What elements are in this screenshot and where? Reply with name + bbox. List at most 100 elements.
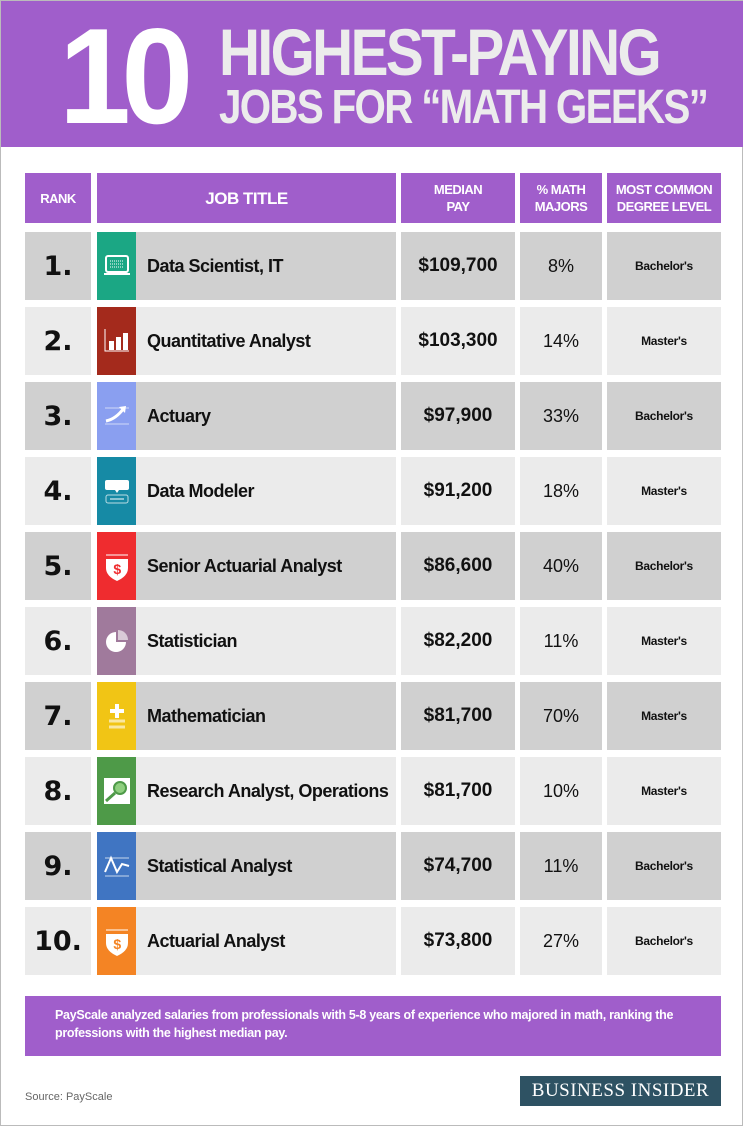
rank-cell: 4. (25, 457, 91, 525)
line-graph-icon (97, 832, 136, 900)
degree-level-cell: Bachelor's (607, 232, 721, 300)
job-title-cell: Statistical Analyst (97, 832, 396, 900)
title-number: 10 (59, 0, 193, 152)
median-pay-cell-text: $81,700 (423, 780, 493, 801)
rank-cell: 1. (25, 232, 91, 300)
job-title-cell: Research Analyst, Operations (97, 757, 396, 825)
rank-cell: 5. (25, 532, 91, 600)
job-title-cell: Mathematician (97, 682, 396, 750)
magnifier-icon (97, 757, 136, 825)
column-header-median-pay: MEDIAN PAY (401, 173, 515, 223)
median-pay-cell: $97,900 (401, 382, 515, 450)
rank-cell-text: 5. (43, 550, 73, 582)
rank-cell-text: 9. (43, 850, 73, 882)
job-title-cell: Senior Actuarial Analyst $ (97, 532, 396, 600)
bar-chart-icon (97, 307, 136, 375)
source-credit: Source: PayScale (25, 1091, 113, 1103)
median-pay-cell: $91,200 (401, 457, 515, 525)
degree-level-cell-text: Bachelor's (635, 259, 693, 273)
job-title-cell-text: Research Analyst, Operations (147, 780, 389, 801)
pct-math-majors-cell-text: 27% (542, 930, 580, 951)
degree-level-cell-text: Bachelor's (635, 859, 693, 873)
rank-cell: 6. (25, 607, 91, 675)
degree-level-cell: Master's (607, 682, 721, 750)
pct-math-majors-cell-text: 11% (543, 855, 579, 876)
rank-cell: 8. (25, 757, 91, 825)
pct-math-majors-cell: 10% (520, 757, 602, 825)
degree-level-cell: Bachelor's (607, 907, 721, 975)
degree-level-cell: Bachelor's (607, 382, 721, 450)
business-insider-logo: BUSINESS INSIDER (520, 1076, 721, 1106)
pct-math-majors-cell-text: 40% (542, 555, 580, 576)
rank-cell: 9. (25, 832, 91, 900)
trend-arrow-icon (97, 382, 136, 450)
degree-level-cell-text: Master's (641, 784, 687, 798)
pct-math-majors-cell: 33% (520, 382, 602, 450)
rank-cell: 2. (25, 307, 91, 375)
rank-cell: 3. (25, 382, 91, 450)
degree-level-cell: Master's (607, 757, 721, 825)
job-title-cell-text: Quantitative Analyst (147, 330, 311, 351)
degree-level-cell: Master's (607, 307, 721, 375)
median-pay-cell: $73,800 (401, 907, 515, 975)
pct-math-majors-cell: 40% (520, 532, 602, 600)
degree-level-cell-text: Master's (641, 334, 687, 348)
median-pay-cell: $103,300 (401, 307, 515, 375)
column-header-pct-math-majors: % MATH MAJORS (520, 173, 602, 223)
median-pay-cell: $74,700 (401, 832, 515, 900)
degree-level-cell: Master's (607, 457, 721, 525)
job-title-cell-text: Statistical Analyst (147, 855, 292, 876)
pct-math-majors-cell: 27% (520, 907, 602, 975)
pct-math-majors-cell: 8% (520, 232, 602, 300)
degree-level-cell-text: Master's (641, 484, 687, 498)
svg-text:$: $ (113, 561, 121, 577)
svg-text:$: $ (113, 936, 121, 952)
pct-math-majors-cell: 11% (520, 607, 602, 675)
median-pay-cell: $82,200 (401, 607, 515, 675)
pct-math-majors-cell-text: 8% (547, 255, 574, 276)
dollar-shield-icon: $ (97, 907, 136, 975)
rank-cell-text: 1. (43, 250, 73, 282)
title-banner: 10 HIGHEST-PAYING JOBS FOR “MATH GEEKS” (1, 1, 743, 147)
plus-equals-icon (97, 682, 136, 750)
degree-level-cell-text: Bachelor's (635, 409, 693, 423)
job-title-cell-text: Data Modeler (147, 480, 255, 501)
job-title-cell-text: Senior Actuarial Analyst (147, 555, 342, 576)
pct-math-majors-cell-text: 10% (542, 780, 580, 801)
median-pay-cell: $109,700 (401, 232, 515, 300)
median-pay-cell-text: $81,700 (423, 705, 493, 726)
job-title-cell-text: Actuary (147, 405, 211, 426)
rank-cell-text: 7. (43, 700, 73, 732)
median-pay-cell-text: $73,800 (423, 930, 493, 951)
pct-math-majors-cell: 14% (520, 307, 602, 375)
job-title-cell: Statistician (97, 607, 396, 675)
median-pay-cell: $81,700 (401, 757, 515, 825)
median-pay-cell-text: $86,600 (423, 555, 493, 576)
median-pay-cell-text: $97,900 (423, 405, 493, 426)
rank-cell-text: 6. (43, 625, 73, 657)
median-pay-cell-text: $109,700 (418, 255, 498, 276)
laptop-icon (97, 232, 136, 300)
median-pay-cell-text: $74,700 (423, 855, 493, 876)
rank-cell-text: 2. (43, 325, 73, 357)
pct-math-majors-cell-text: 14% (542, 330, 580, 351)
rank-cell: 10. (25, 907, 91, 975)
job-title-cell: Actuary (97, 382, 396, 450)
job-title-cell-text: Statistician (147, 630, 238, 651)
title-line-2: JOBS FOR “MATH GEEKS” (219, 81, 709, 134)
median-pay-cell-text: $82,200 (423, 630, 493, 651)
median-pay-cell: $86,600 (401, 532, 515, 600)
rank-cell-text: 3. (43, 400, 73, 432)
median-pay-cell: $81,700 (401, 682, 515, 750)
degree-level-cell-text: Bachelor's (635, 934, 693, 948)
title-line-1: HIGHEST-PAYING (219, 15, 662, 89)
job-title-cell-text: Mathematician (147, 705, 266, 726)
job-title-cell: Data Scientist, IT (97, 232, 396, 300)
column-header-job-title: JOB TITLE (97, 173, 396, 223)
degree-level-cell-text: Bachelor's (635, 559, 693, 573)
job-title-cell: Quantitative Analyst (97, 307, 396, 375)
job-title-cell: Data Modeler (97, 457, 396, 525)
pct-math-majors-cell: 70% (520, 682, 602, 750)
job-title-cell: Actuarial Analyst $ (97, 907, 396, 975)
rank-cell: 7. (25, 682, 91, 750)
